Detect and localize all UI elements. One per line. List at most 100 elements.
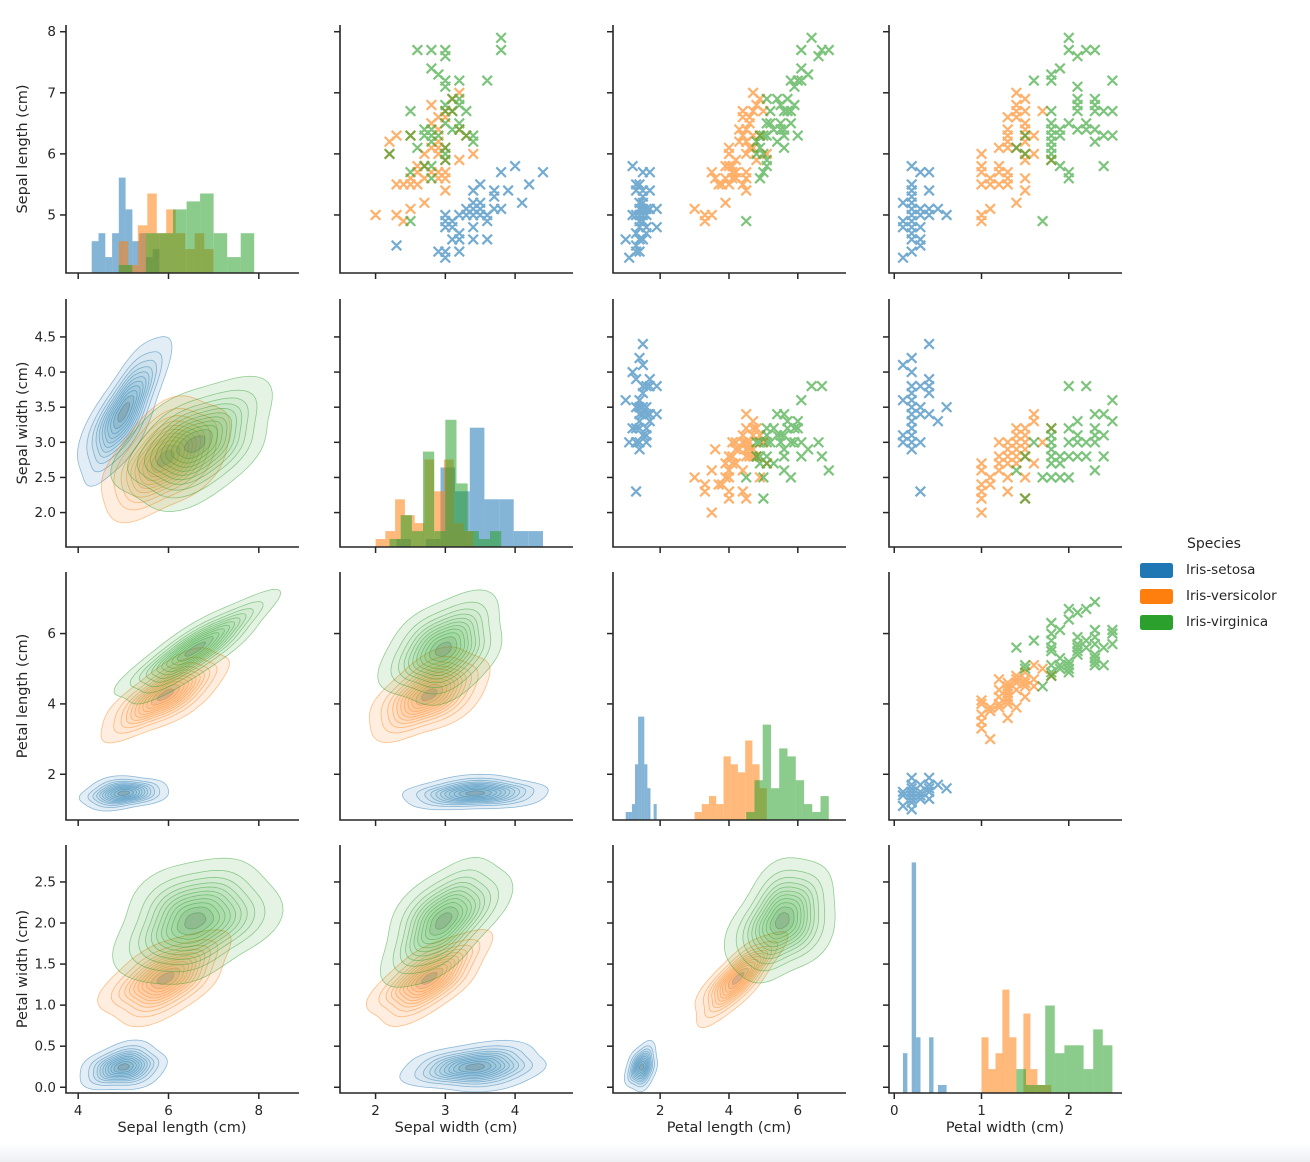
scatter-points-iris-virginica	[740, 380, 835, 505]
kde-contour-iris-setosa	[113, 395, 135, 430]
hist-bar-iris-versicolor	[694, 812, 702, 820]
axes-spines	[612, 845, 846, 1094]
hist-bar-iris-virginica	[173, 209, 187, 273]
scatter-points-iris-setosa	[390, 160, 549, 264]
kde-contour-iris-versicolor	[400, 672, 459, 718]
axes-spines	[339, 299, 573, 548]
kde-contour-iris-virginica	[765, 902, 798, 940]
kde-contour-iris-setosa	[101, 376, 147, 448]
x-tick-label: 4	[725, 1103, 734, 1119]
legend-swatch-iris-virginica	[1140, 614, 1173, 630]
hist-bar-iris-virginica	[1093, 1029, 1103, 1093]
y-tick-label: 4.5	[35, 329, 56, 345]
subplot-r3-c2: 2 4 6	[607, 845, 846, 1119]
hist-bar-iris-virginica	[490, 531, 502, 547]
hist-bar-iris-virginica	[118, 265, 133, 273]
kde-contour-iris-versicolor	[110, 939, 219, 1018]
hist-bar-iris-setosa	[942, 1085, 947, 1093]
kde-contour-iris-setosa	[79, 1039, 168, 1091]
kde-contour-iris-virginica	[129, 601, 264, 694]
kde-contour-iris-virginica	[408, 617, 476, 680]
hist-bar-iris-virginica	[1016, 1069, 1026, 1093]
x-tick-label: 0	[890, 1103, 899, 1119]
legend-label-iris-setosa: Iris-setosa	[1186, 562, 1256, 578]
scatter-points-iris-versicolor	[975, 87, 1057, 227]
axes-spines	[339, 845, 573, 1094]
kde-contour-iris-virginica	[145, 882, 248, 960]
hist-bar-iris-virginica	[400, 515, 412, 547]
kde-contour-iris-virginica	[398, 608, 485, 689]
kde-contour-iris-setosa	[399, 1039, 547, 1093]
kde-contour-iris-virginica	[424, 632, 462, 666]
y-tick-label: 5	[47, 207, 56, 223]
axes-spines	[888, 845, 1122, 1094]
kde-contour-iris-versicolor	[410, 964, 448, 993]
kde-contour-iris-setosa	[86, 351, 163, 473]
hist-bar-iris-setosa	[911, 862, 917, 1093]
hist-bar-iris-versicolor	[137, 225, 148, 273]
kde-contour-iris-virginica	[110, 375, 273, 512]
kde-contour-iris-setosa	[93, 1048, 155, 1084]
hist-bar-iris-setosa	[105, 257, 113, 273]
plot-area	[897, 596, 1118, 815]
kde-contour-iris-virginica	[758, 894, 805, 948]
plot-area	[375, 419, 543, 547]
subplot-r1-c2	[607, 299, 846, 553]
axes-spines	[65, 25, 299, 274]
y-tick-label: 6	[47, 626, 56, 642]
hist-bar-iris-setosa	[499, 499, 514, 547]
hist-bar-iris-versicolor	[434, 491, 444, 547]
hist-bar-iris-versicolor	[375, 539, 386, 547]
axes-spines	[888, 25, 1122, 274]
kde-contour-iris-virginica	[380, 857, 514, 988]
axes-spines	[339, 572, 573, 821]
plot-area	[623, 857, 836, 1093]
kde-contour-iris-virginica	[156, 621, 235, 676]
y-tick-label: 3.5	[35, 400, 56, 416]
kde-contour-iris-setosa	[110, 390, 138, 435]
kde-contour-iris-setosa	[95, 366, 153, 458]
hist-bar-iris-virginica	[771, 788, 780, 820]
plot-area	[369, 589, 549, 811]
hist-bar-iris-virginica	[762, 724, 771, 820]
y-tick-label: 2.0	[35, 505, 56, 521]
hist-bar-iris-virginica	[445, 419, 457, 547]
kde-contour-iris-setosa	[117, 402, 130, 423]
kde-contour-iris-setosa	[465, 1063, 485, 1071]
y-tick-label: 1.0	[35, 998, 56, 1014]
axes-spines	[612, 25, 846, 274]
scatter-points-iris-versicolor	[975, 659, 1057, 745]
axes-spines	[65, 572, 299, 821]
hist-bar-iris-virginica	[411, 531, 424, 547]
kde-contour-iris-virginica	[176, 636, 214, 662]
kde-contour-iris-versicolor	[727, 967, 749, 990]
x-tick-label: 6	[794, 1103, 803, 1119]
hist-bar-iris-virginica	[456, 483, 468, 547]
kde-contour-iris-versicolor	[403, 675, 455, 715]
y-tick-label: 6	[47, 146, 56, 162]
hist-bar-iris-setosa	[125, 209, 133, 273]
kde-contour-iris-versicolor	[399, 955, 460, 1002]
kde-contour-iris-setosa	[107, 385, 141, 439]
hist-bar-iris-virginica	[812, 812, 821, 820]
kde-contour-iris-virginica	[170, 424, 218, 464]
hist-bar-iris-setosa	[112, 233, 119, 273]
hist-bar-iris-setosa	[132, 241, 140, 273]
y-tick-label: 0.0	[35, 1080, 56, 1096]
hist-bar-iris-setosa	[631, 804, 635, 820]
subplot-r0-c1	[334, 25, 573, 279]
kde-contour-iris-virginica	[155, 412, 232, 476]
x-tick-label: 2	[371, 1103, 380, 1119]
scatter-points-iris-versicolor	[975, 408, 1057, 519]
hist-bar-iris-versicolor	[118, 241, 129, 273]
legend-item-iris-versicolor: Iris-versicolor	[1140, 588, 1310, 604]
hist-bar-iris-virginica	[1083, 1069, 1094, 1093]
legend-title: Species	[1187, 536, 1241, 552]
kde-contour-iris-virginica	[421, 898, 468, 945]
y-tick-label: 2	[47, 767, 56, 783]
hist-bar-iris-versicolor	[716, 804, 724, 820]
kde-contour-iris-virginica	[171, 902, 220, 940]
kde-contour-iris-versicolor	[156, 972, 175, 985]
kde-contour-iris-virginica	[747, 882, 815, 960]
